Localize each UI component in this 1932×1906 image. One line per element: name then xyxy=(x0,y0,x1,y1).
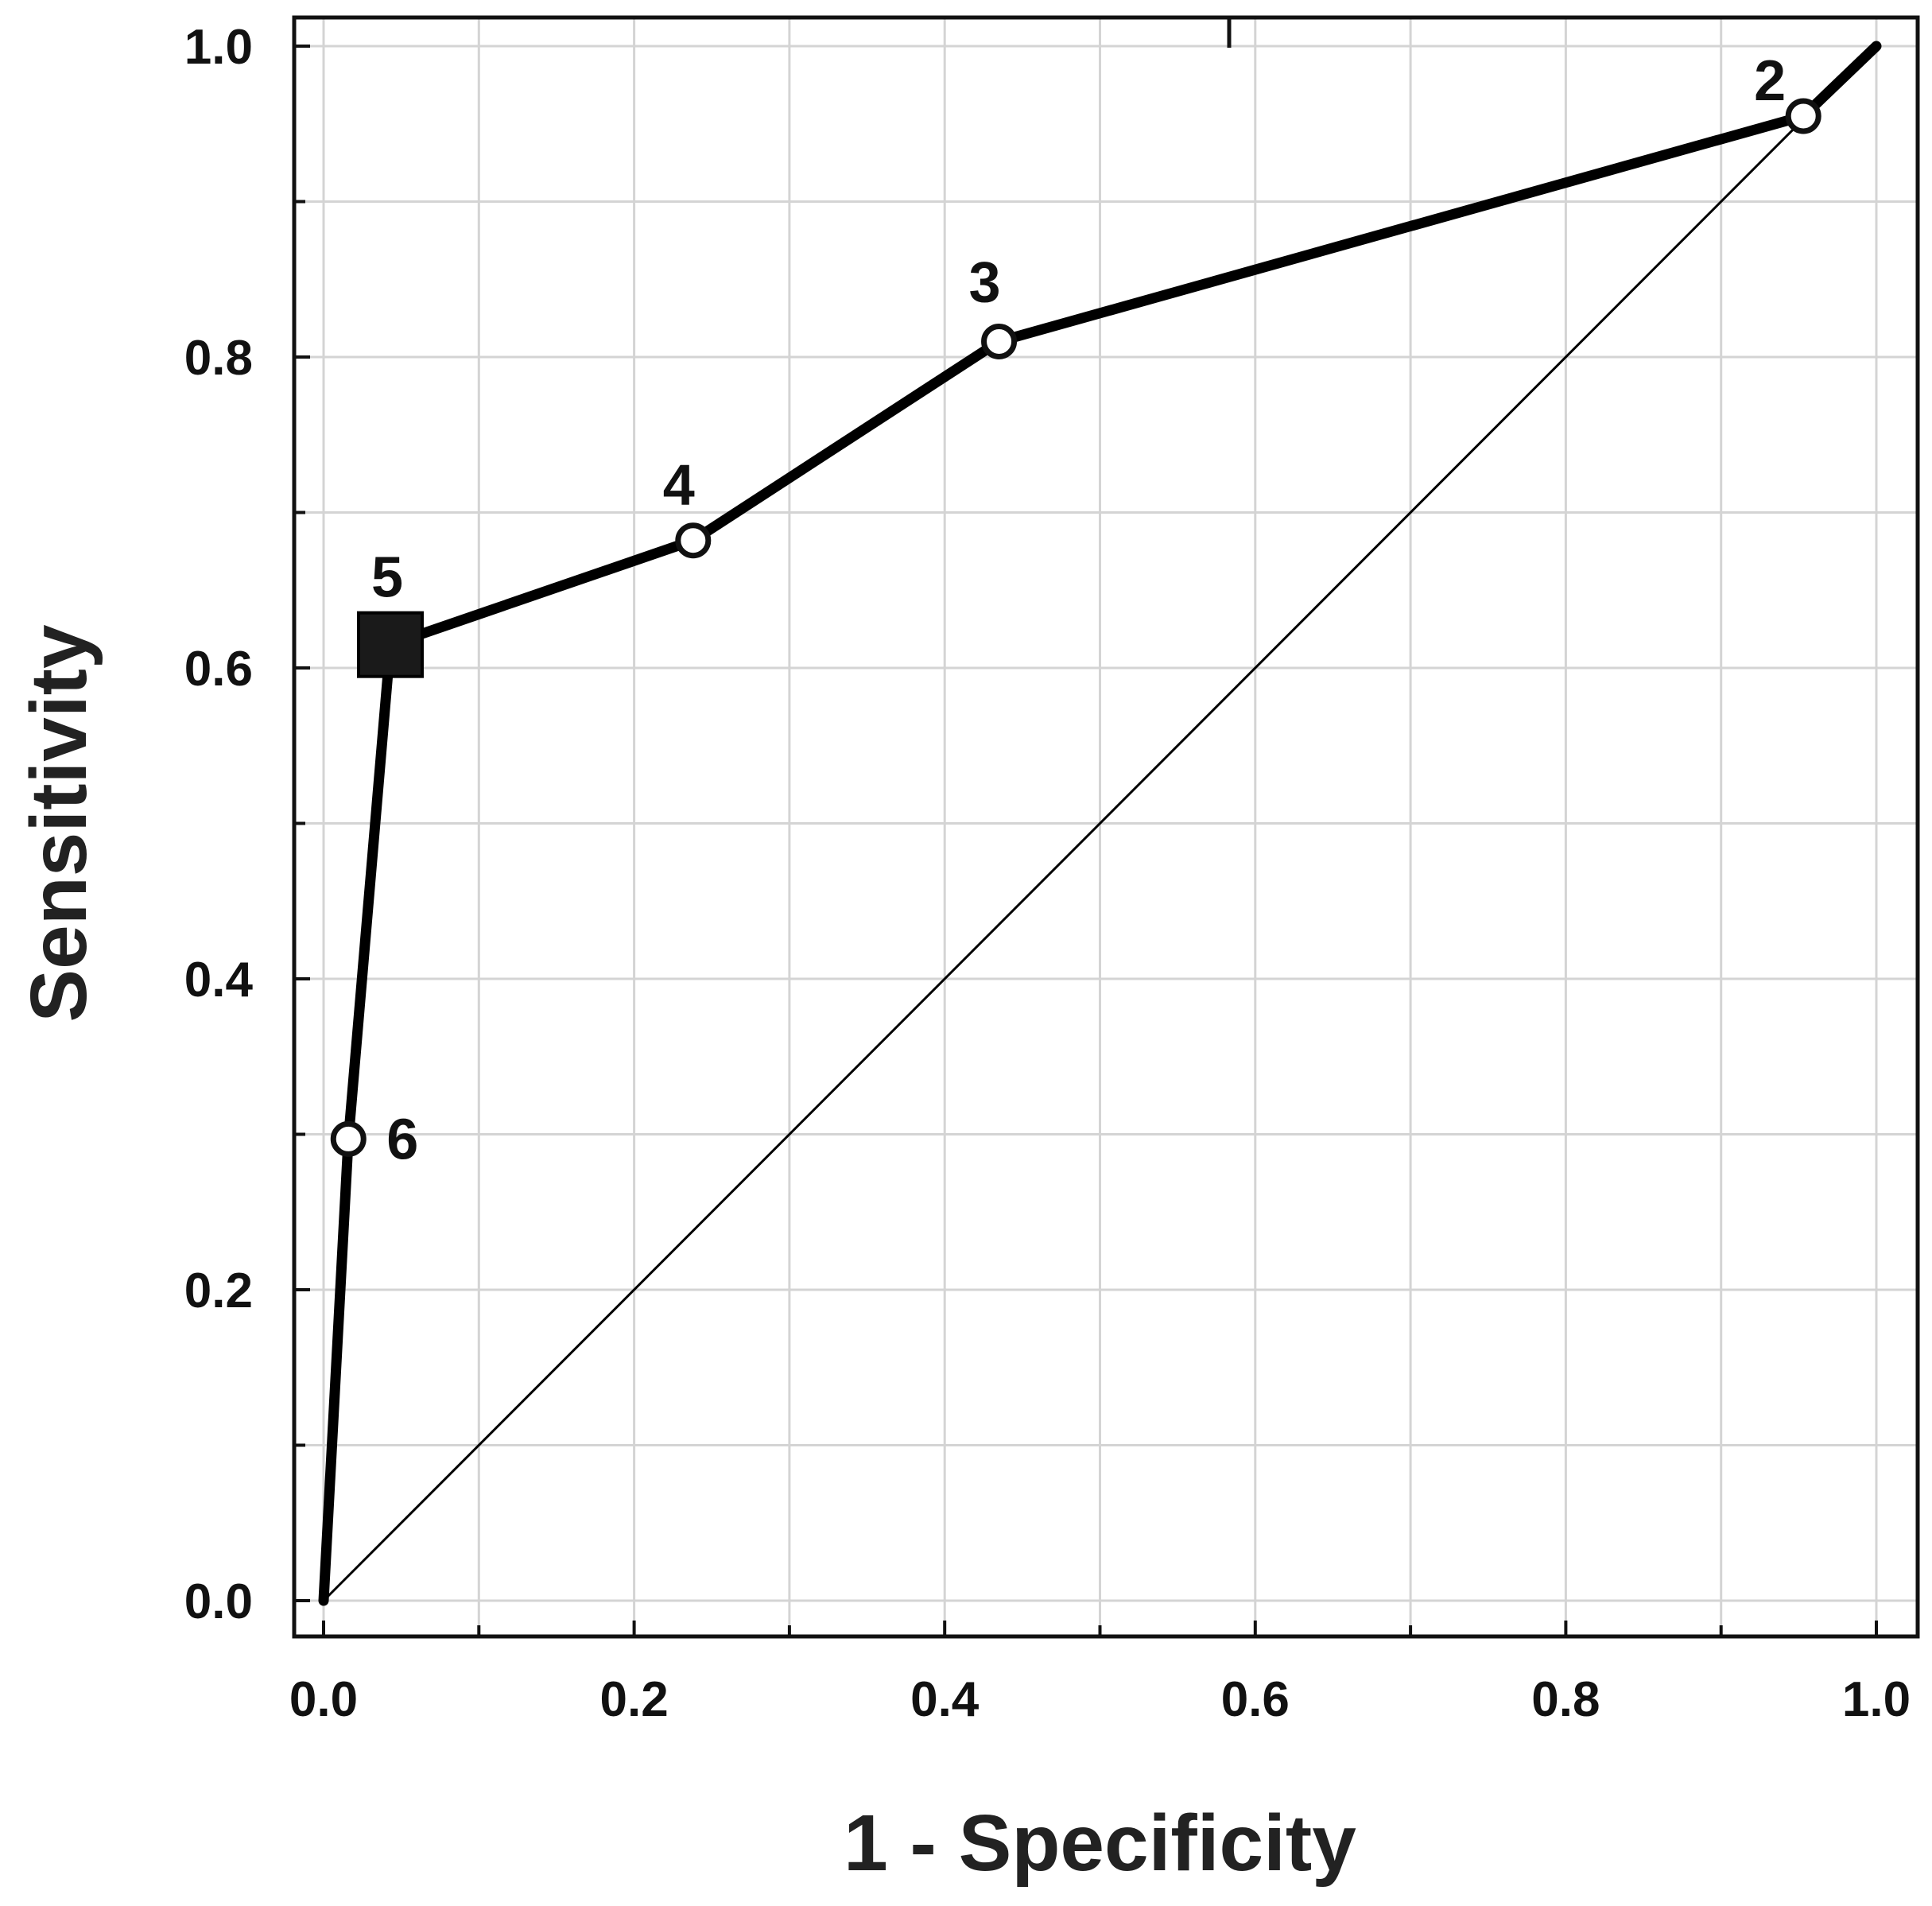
plot-frame xyxy=(292,15,1920,1639)
point-label: 2 xyxy=(1754,49,1786,113)
y-tick-label: 0.4 xyxy=(184,953,254,1007)
x-axis-title: 1 - Specificity xyxy=(844,1799,1356,1888)
y-tick-label: 0.6 xyxy=(184,642,253,697)
point-marker-square xyxy=(356,611,424,678)
grid-lines xyxy=(294,17,1918,1636)
axis-ticks: 0.0 0.2 0.4 0.6 0.8 1.0 0.0 0.2 0.4 0.6 0.8 1.0 xyxy=(184,20,1911,1727)
point-label: 5 xyxy=(371,546,403,610)
x-tick-label: 0.2 xyxy=(599,1672,668,1727)
x-tick-label: 1.0 xyxy=(1842,1672,1911,1727)
x-tick-label: 0.6 xyxy=(1221,1672,1290,1727)
reference-diagonal xyxy=(322,45,1878,1602)
point-label: 6 xyxy=(386,1108,418,1171)
y-tick-label: 0.2 xyxy=(184,1264,253,1318)
y-tick-label: 1.0 xyxy=(184,20,253,75)
point-marker-circle xyxy=(330,1120,367,1157)
y-axis-title: Sensitivity xyxy=(14,624,103,1023)
point-markers: 6 5 4 3 2 xyxy=(330,49,1821,1171)
x-tick-label: 0.4 xyxy=(910,1672,980,1727)
point-label: 3 xyxy=(969,250,1001,314)
point-marker-circle xyxy=(675,522,712,559)
point-marker-circle xyxy=(1785,98,1821,134)
point-label: 4 xyxy=(663,454,695,518)
point-marker-circle xyxy=(981,323,1018,359)
x-tick-label: 0.0 xyxy=(289,1672,358,1727)
diagonal-line xyxy=(322,45,1878,1602)
x-tick-label: 0.8 xyxy=(1531,1672,1600,1727)
y-tick-label: 0.8 xyxy=(184,331,253,386)
y-tick-label: 0.0 xyxy=(184,1574,253,1629)
